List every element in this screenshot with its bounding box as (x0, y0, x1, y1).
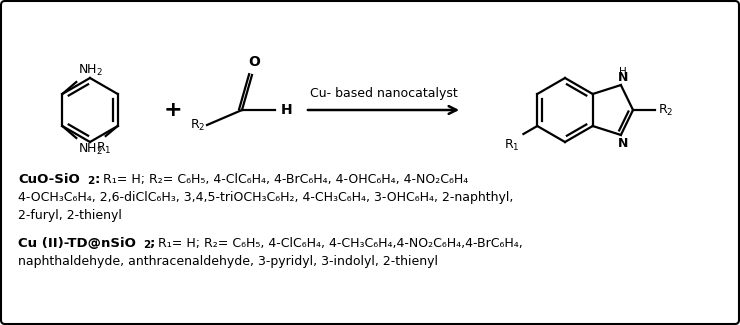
Text: ;: ; (149, 237, 155, 250)
Text: Cu (II)-TD@nSiO: Cu (II)-TD@nSiO (18, 237, 136, 250)
Text: H: H (619, 67, 627, 77)
Text: R$_2$: R$_2$ (658, 102, 673, 118)
Text: :: : (94, 173, 99, 186)
Text: H: H (281, 103, 292, 117)
Text: O: O (248, 55, 260, 69)
Text: R₁= H; R₂= C₆H₅, 4-ClC₆H₄, 4-BrC₆H₄, 4-OHC₆H₄, 4-NO₂C₆H₄: R₁= H; R₂= C₆H₅, 4-ClC₆H₄, 4-BrC₆H₄, 4-O… (99, 173, 468, 186)
Text: 2: 2 (87, 176, 94, 186)
Text: NH$_2$: NH$_2$ (78, 63, 104, 78)
Text: Cu- based nanocatalyst: Cu- based nanocatalyst (309, 87, 457, 100)
Text: 2: 2 (143, 240, 150, 250)
Text: R$_1$: R$_1$ (504, 138, 519, 153)
Text: R$_1$: R$_1$ (96, 141, 112, 156)
Text: NH$_2$: NH$_2$ (78, 142, 104, 157)
Text: naphthaldehyde, anthracenaldehyde, 3-pyridyl, 3-indolyl, 2-thienyl: naphthaldehyde, anthracenaldehyde, 3-pyr… (18, 255, 438, 268)
Text: 2-furyl, 2-thienyl: 2-furyl, 2-thienyl (18, 209, 122, 222)
Text: N: N (618, 137, 628, 150)
Text: 4-OCH₃C₆H₄, 2,6-diClC₆H₃, 3,4,5-triOCH₃C₆H₂, 4-CH₃C₆H₄, 3-OHC₆H₄, 2-naphthyl,: 4-OCH₃C₆H₄, 2,6-diClC₆H₃, 3,4,5-triOCH₃C… (18, 191, 514, 204)
Text: CuO-SiO: CuO-SiO (18, 173, 80, 186)
Text: R₁= H; R₂= C₆H₅, 4-ClC₆H₄, 4-CH₃C₆H₄,4-NO₂C₆H₄,4-BrC₆H₄,: R₁= H; R₂= C₆H₅, 4-ClC₆H₄, 4-CH₃C₆H₄,4-N… (154, 237, 522, 250)
Text: N: N (618, 71, 628, 84)
Text: R$_2$: R$_2$ (189, 117, 205, 133)
Text: +: + (164, 100, 182, 120)
